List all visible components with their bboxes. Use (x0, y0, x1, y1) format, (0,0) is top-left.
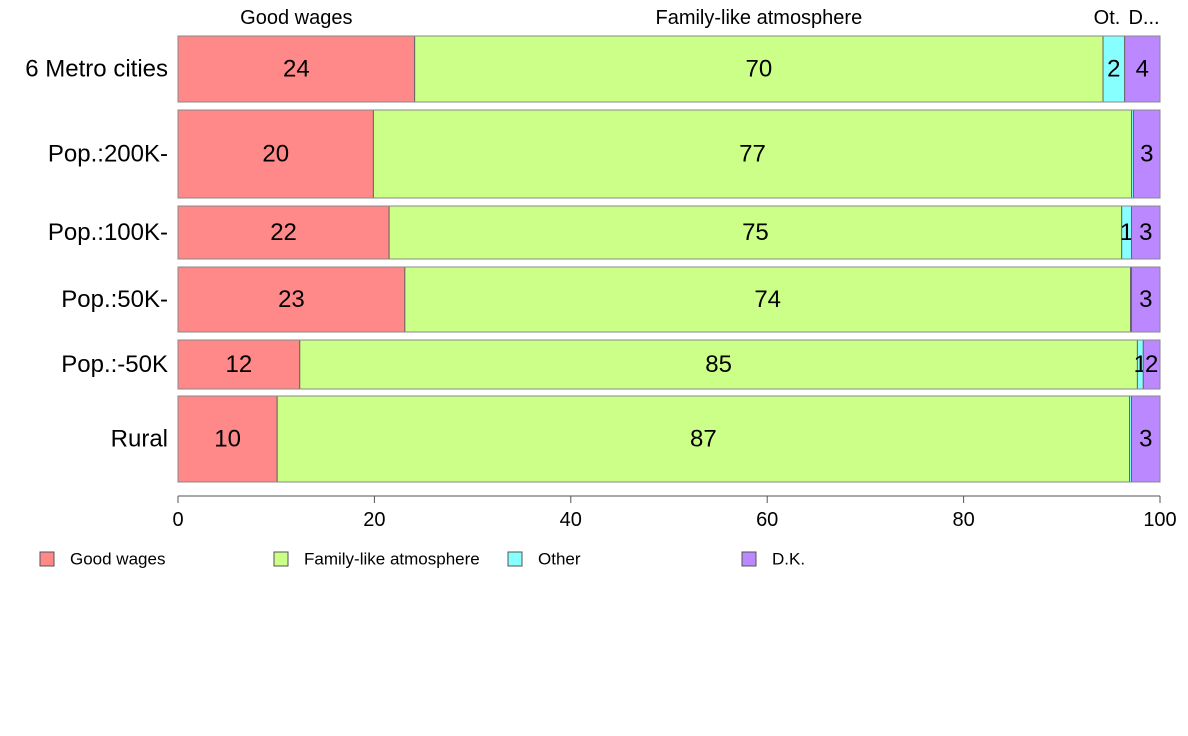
series-header-d: D... (1128, 7, 1159, 29)
legend-swatch-good-wages (39, 551, 55, 567)
data-label-pop-100k-good-wages: 22 (270, 219, 297, 246)
x-tick-label-0: 0 (172, 509, 183, 531)
category-label-6-metro-cities: 6 Metro cities (25, 56, 168, 83)
bar-6-metro-cities-d-k (1124, 35, 1161, 103)
legend-label-family-like-atmosphere: Family-like atmosphere (304, 550, 480, 569)
bar-6-metro-cities-family-like-atmosphere (414, 35, 1104, 103)
category-label-pop-50k: Pop.:50K- (61, 286, 168, 313)
bar-pop-200k-good-wages (177, 109, 374, 199)
legend-swatch-family-like-atmosphere (273, 551, 289, 567)
x-tick-label-60: 60 (756, 509, 778, 531)
x-tick-label-80: 80 (952, 509, 974, 531)
x-tick-label-20: 20 (363, 509, 385, 531)
bar-pop-200k-d-k (1132, 109, 1161, 199)
x-tick-label-40: 40 (560, 509, 582, 531)
data-label-pop-50k-good-wages: 23 (278, 286, 305, 313)
bar-rural-family-like-atmosphere (276, 395, 1131, 483)
data-label-pop-100k-other: 1 (1120, 219, 1133, 246)
data-label-rural-family-like-atmosphere: 87 (690, 426, 717, 453)
data-label-pop-100k-family-like-atmosphere: 75 (742, 219, 769, 246)
legend-label-other: Other (538, 550, 581, 569)
bar-pop-50k-good-wages (177, 266, 406, 333)
category-label-pop-100k: Pop.:100K- (48, 219, 168, 246)
bar-frame-6-metro-cities (177, 35, 1161, 103)
category-labels: 6 Metro cities Pop.:200K- Pop.:100K- Pop.:5… (25, 56, 168, 453)
bar-pop-100k-d-k (1131, 205, 1161, 260)
bar-frame-pop-200k (177, 109, 1161, 199)
series-header-good-wages: Good wages (240, 7, 352, 29)
data-label-pop-200k-family-like-atmosphere: 77 (739, 141, 766, 168)
data-label-pop-100k-d-k: 3 (1139, 219, 1152, 246)
data-label-pop-50k-good-wages: 12 (226, 351, 253, 378)
data-label-pop-50k-d-k: 2 (1145, 351, 1158, 378)
bar-frame-pop-50k (177, 339, 1161, 390)
bar-frame-pop-100k (177, 205, 1161, 260)
category-label-pop-200k: Pop.:200K- (48, 141, 168, 168)
bar-pop-50k-family-like-atmosphere (404, 266, 1132, 333)
bar-pop-200k-family-like-atmosphere (372, 109, 1133, 199)
legend-swatch-other (507, 551, 523, 567)
category-label-pop-50k: Pop.:-50K (61, 351, 168, 378)
series-header-ot: Ot. (1094, 7, 1121, 29)
legend-swatch-d-k (741, 551, 757, 567)
series-header-labels: Good wages Family-like atmosphere Ot. D... (240, 7, 1159, 29)
bar-6-metro-cities-good-wages (177, 35, 416, 103)
data-label-pop-200k-good-wages: 20 (262, 141, 289, 168)
series-header-family-like-atmosphere: Family-like atmosphere (655, 7, 862, 29)
bar-frame-pop-50k (177, 266, 1161, 333)
legend-label-good-wages: Good wages (70, 550, 165, 569)
category-label-rural: Rural (111, 426, 168, 453)
data-label-pop-50k-d-k: 3 (1139, 286, 1152, 313)
data-label-6-metro-cities-other: 2 (1107, 56, 1120, 83)
data-label-rural-good-wages: 10 (214, 426, 241, 453)
data-label-pop-200k-d-k: 3 (1140, 141, 1153, 168)
x-axis: 0 20 40 60 80 100 (172, 495, 1177, 531)
data-label-6-metro-cities-d-k: 4 (1136, 56, 1149, 83)
bar-pop-50k-family-like-atmosphere (299, 339, 1138, 390)
data-label-pop-50k-family-like-atmosphere: 85 (705, 351, 732, 378)
bar-rural-d-k (1131, 395, 1161, 483)
x-tick-label-100: 100 (1143, 509, 1176, 531)
data-label-6-metro-cities-family-like-atmosphere: 70 (746, 56, 773, 83)
legend-label-d-k: D.K. (772, 550, 805, 569)
legend: Good wages Family-like atmosphere Other D.K… (39, 550, 805, 569)
data-label-rural-d-k: 3 (1139, 426, 1152, 453)
data-label-pop-50k-family-like-atmosphere: 74 (754, 286, 781, 313)
data-label-6-metro-cities-good-wages: 24 (283, 56, 310, 83)
bar-pop-100k-family-like-atmosphere (388, 205, 1123, 260)
bar-frame-rural (177, 395, 1161, 483)
